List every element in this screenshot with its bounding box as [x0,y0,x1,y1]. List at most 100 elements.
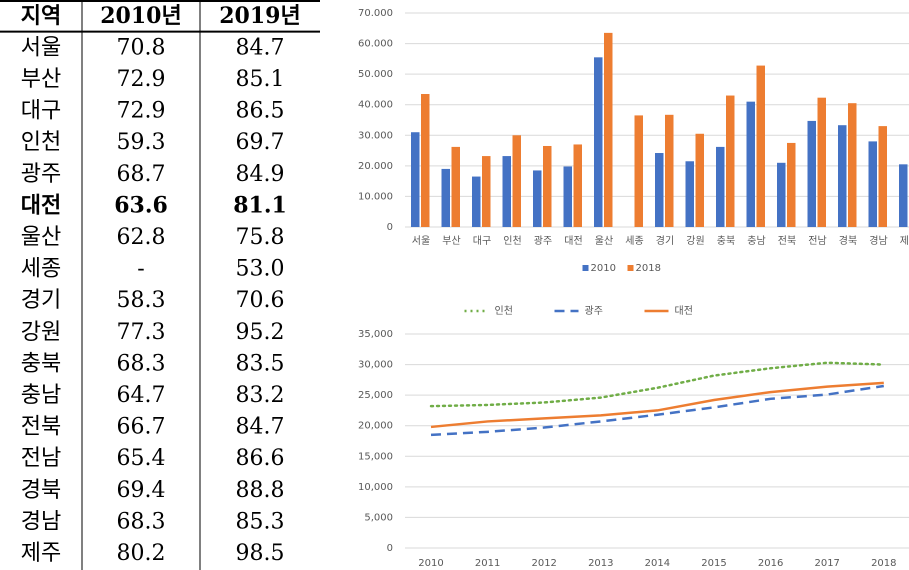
table-cell: 강원 [21,320,61,345]
bar [594,57,603,228]
bar [604,32,613,227]
bar [472,176,481,227]
x-tick-label: 2014 [645,558,670,569]
table-cell: 75.8 [236,225,285,250]
table-cell: 70.6 [236,288,285,313]
bar [716,146,725,227]
bar [899,164,908,227]
table-cell: 광주 [21,162,61,187]
y-tick-label: 60.000 [358,39,393,50]
bar [848,103,857,227]
table-cell: 64.7 [117,383,166,408]
x-tick-label: 2010 [418,558,443,569]
x-tick-label: 충북 [717,235,735,247]
legend-label: 2010 [591,263,616,274]
table-cell: 77.3 [117,320,166,345]
x-tick-label: 경북 [839,234,857,247]
table-cell: 86.6 [236,446,285,471]
bar [502,156,511,227]
table-cell: 68.7 [117,162,166,187]
y-tick-label: 20.000 [358,161,393,172]
bar [807,120,816,227]
y-tick-label: 5,000 [364,512,393,523]
bar [563,166,572,227]
table-cell: 전남 [21,446,61,471]
table-cell: 86.5 [236,99,285,124]
table-cell: 경남 [21,509,61,534]
legend-label: 광주 [585,305,603,317]
x-tick-label: 2016 [758,558,783,569]
y-tick-label: 0 [387,543,393,554]
bar [441,168,450,227]
table-cell: 전북 [21,415,61,440]
bar [685,161,694,227]
x-tick-label: 대구 [473,235,491,247]
table-cell: 69.4 [117,478,166,503]
x-tick-label: 서울 [412,235,430,247]
table-cell: 대구 [21,99,61,124]
bar [756,65,765,227]
table-cell: 85.1 [236,67,285,92]
table-cell: 84.9 [236,162,285,187]
table-cell: 63.6 [114,192,168,218]
x-tick-label: 2017 [814,558,839,569]
x-tick-label: 강원 [686,235,704,247]
table-cell: 제주 [21,541,61,566]
x-tick-label: 2011 [475,558,500,569]
x-tick-label: 전남 [808,235,826,247]
x-tick-label: 경남 [869,234,887,247]
x-tick-label: 전북 [778,235,796,247]
legend-label: 2018 [636,263,661,274]
legend-label: 대전 [675,305,693,317]
bar [665,114,674,227]
y-tick-label: 20,000 [358,421,393,432]
bar [512,135,521,227]
bar [868,141,877,227]
table-cell: 세종 [21,257,61,282]
table-cell: 83.5 [236,351,285,376]
y-tick-label: 70.000 [358,8,393,19]
y-tick-label: 15,000 [358,451,393,462]
table-cell: 80.2 [117,541,166,566]
table-cell: 84.7 [236,415,285,440]
bar [451,146,460,227]
y-tick-label: 50.000 [358,69,393,80]
table-cell: 경기 [21,288,61,313]
table-cell: 충북 [21,351,61,376]
y-tick-label: 10.000 [358,191,393,202]
x-tick-label: 울산 [595,235,613,247]
table-cell: 68.3 [117,351,166,376]
line [430,381,884,429]
table-cell: 58.3 [117,288,166,313]
y-tick-label: 30,000 [358,360,393,371]
bar [777,162,786,227]
x-tick-label: 경기 [656,234,674,247]
table-cell: 경북 [21,478,61,503]
y-tick-label: 35,000 [358,329,393,340]
bar [533,170,542,227]
x-tick-label: 2012 [531,558,556,569]
x-tick-label: 대전 [564,235,582,247]
bar [482,156,491,227]
table-cell: 81.1 [233,192,287,218]
table-header: 2019년 [219,3,300,29]
table-cell: 53.0 [236,257,285,282]
bar [421,94,430,227]
x-tick-label: 충남 [747,235,765,247]
bar [838,125,847,227]
table-cell: 부산 [21,67,61,92]
y-tick-label: 10,000 [358,482,393,493]
table-cell: 65.4 [117,446,166,471]
line [430,384,884,437]
bar [726,95,735,228]
table-cell: 62.8 [117,225,166,250]
table-header: 지역 [21,3,61,29]
x-tick-label: 광주 [534,235,552,247]
bar [878,126,887,227]
y-tick-label: 0 [387,222,393,233]
x-tick-label: 세종 [625,235,643,247]
table-cell: 68.3 [117,509,166,534]
table-header: 2010년 [100,3,181,29]
table-cell: 72.9 [117,99,166,124]
table-cell: 70.8 [117,35,166,60]
